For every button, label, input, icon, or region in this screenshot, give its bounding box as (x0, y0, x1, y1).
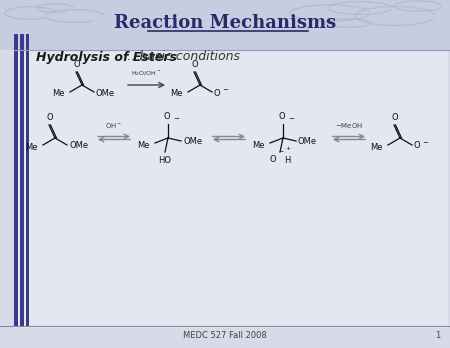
FancyBboxPatch shape (0, 0, 450, 50)
Text: −: − (422, 140, 428, 146)
Text: Hydrolysis of Esters: Hydrolysis of Esters (36, 50, 177, 63)
Text: … basic conditions: … basic conditions (119, 50, 240, 63)
Text: MEDC 527 Fall 2008: MEDC 527 Fall 2008 (183, 332, 267, 340)
Text: OMe: OMe (298, 137, 317, 147)
Text: OMe: OMe (96, 88, 115, 97)
Text: Me: Me (53, 89, 65, 98)
Text: O: O (392, 113, 398, 122)
Text: 1: 1 (436, 332, 441, 340)
Text: H$_2$O/OH$^-$: H$_2$O/OH$^-$ (131, 69, 161, 78)
Text: −: − (173, 116, 179, 122)
Text: OMe: OMe (183, 137, 202, 147)
Text: Me: Me (26, 142, 38, 151)
Text: HO: HO (158, 156, 171, 165)
Text: −: − (222, 87, 228, 93)
Text: Me: Me (138, 141, 150, 150)
Text: O: O (74, 60, 80, 69)
FancyBboxPatch shape (26, 34, 29, 326)
Text: −: − (278, 149, 283, 153)
Text: O: O (279, 112, 285, 121)
Text: O: O (164, 112, 170, 121)
Text: H: H (284, 156, 290, 165)
Text: OH$^-$: OH$^-$ (105, 121, 123, 130)
Text: O: O (270, 155, 276, 164)
Text: Reaction Mechanisms: Reaction Mechanisms (114, 14, 336, 32)
Text: O: O (214, 88, 220, 97)
Text: $-$MeOH: $-$MeOH (335, 121, 363, 130)
Text: O: O (192, 60, 198, 69)
Text: OMe: OMe (69, 142, 88, 150)
FancyBboxPatch shape (14, 32, 448, 328)
Text: Me: Me (171, 89, 183, 98)
Text: Me: Me (370, 142, 383, 151)
FancyBboxPatch shape (14, 34, 18, 326)
FancyBboxPatch shape (20, 34, 24, 326)
Text: +: + (285, 145, 290, 150)
Text: O: O (47, 113, 53, 122)
Text: −: − (288, 116, 294, 122)
Text: O: O (414, 142, 421, 150)
Text: Me: Me (252, 141, 265, 150)
